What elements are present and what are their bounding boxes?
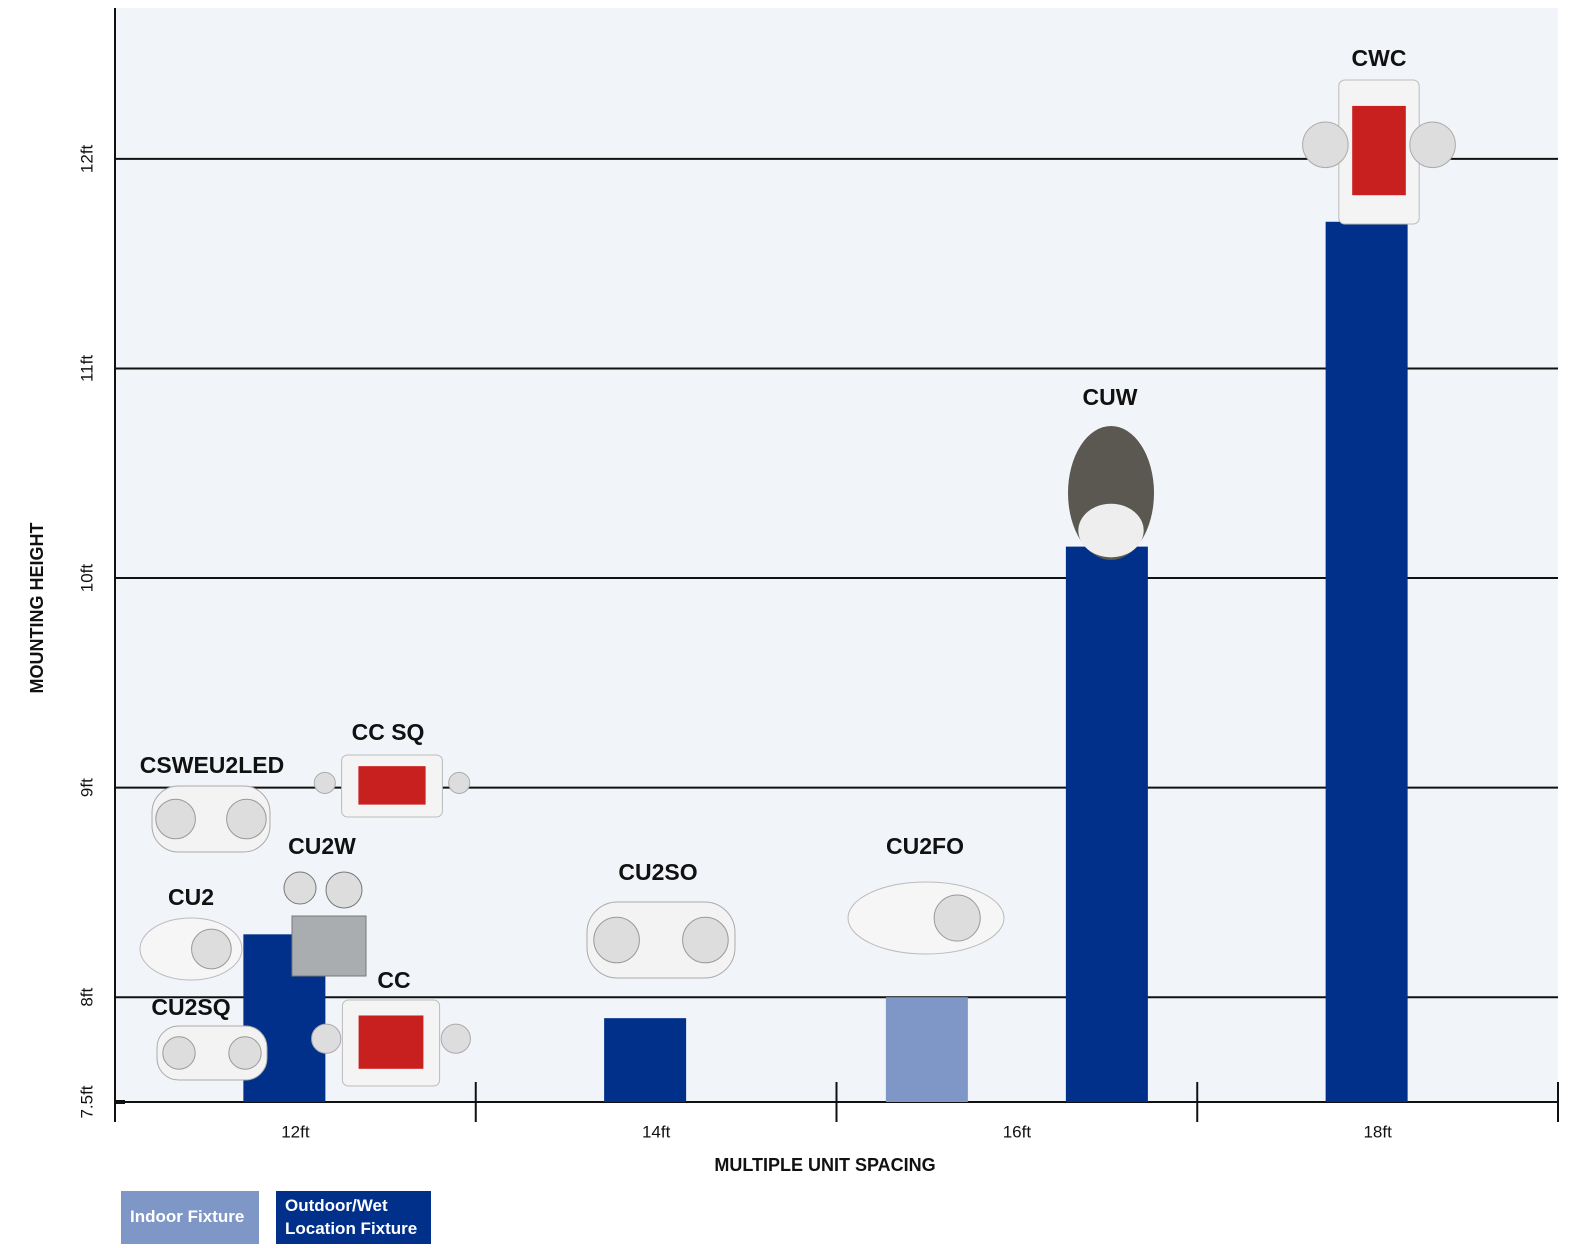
product-image bbox=[682, 916, 729, 964]
product-image bbox=[1409, 121, 1456, 169]
bar bbox=[604, 1018, 687, 1102]
x-tick-label: 16ft bbox=[1003, 1122, 1032, 1141]
product-image bbox=[313, 771, 336, 794]
product-label: CU2SQ bbox=[151, 994, 230, 1020]
y-tick-label: 12ft bbox=[77, 144, 96, 173]
product-label: CU2W bbox=[288, 833, 356, 859]
product-image bbox=[311, 1023, 342, 1054]
product-image bbox=[226, 798, 267, 840]
product-label: CU2 bbox=[168, 884, 214, 910]
y-axis-title: MOUNTING HEIGHT bbox=[27, 523, 47, 694]
x-tick-label: 14ft bbox=[642, 1122, 671, 1141]
product-image bbox=[358, 1015, 424, 1069]
product-image bbox=[448, 771, 471, 794]
y-tick-label: 10ft bbox=[77, 564, 96, 593]
product-label: CUW bbox=[1083, 384, 1138, 410]
product-label: CWC bbox=[1352, 45, 1407, 71]
product-label: CC bbox=[377, 967, 410, 993]
product-label: CU2FO bbox=[886, 833, 964, 859]
product-image bbox=[440, 1023, 471, 1054]
bar bbox=[885, 997, 968, 1102]
product-image bbox=[291, 915, 367, 977]
x-tick-label: 12ft bbox=[281, 1122, 310, 1141]
y-tick-label: 7.5ft bbox=[77, 1085, 96, 1118]
product-image bbox=[1352, 105, 1406, 196]
legend-outdoor: Outdoor/Wet Location Fixture bbox=[276, 1191, 431, 1244]
product-label: CSWEU2LED bbox=[140, 752, 284, 778]
product-image bbox=[191, 928, 232, 970]
y-tick-label: 8ft bbox=[77, 987, 96, 1006]
y-tick-label: 9ft bbox=[77, 778, 96, 797]
legend-indoor: Indoor Fixture bbox=[121, 1191, 259, 1244]
bar bbox=[1325, 221, 1408, 1102]
product-image bbox=[933, 894, 981, 942]
chart: MOUNTING HEIGHT MULTIPLE UNIT SPACING 7.… bbox=[27, 8, 1559, 1175]
product-image bbox=[358, 766, 426, 805]
product-image bbox=[1078, 503, 1144, 558]
product-image bbox=[325, 871, 363, 909]
bar bbox=[1065, 546, 1148, 1102]
product-label: CU2SO bbox=[618, 859, 697, 885]
x-axis-title: MULTIPLE UNIT SPACING bbox=[714, 1155, 935, 1175]
x-tick-label: 18ft bbox=[1363, 1122, 1392, 1141]
product-image bbox=[593, 916, 640, 964]
y-tick-label: 11ft bbox=[77, 355, 96, 382]
product-image bbox=[283, 871, 317, 905]
product-image bbox=[228, 1036, 262, 1070]
product-image bbox=[1302, 121, 1349, 169]
product-image bbox=[162, 1036, 196, 1070]
product-label: CC SQ bbox=[352, 719, 425, 745]
product-image bbox=[155, 798, 196, 840]
